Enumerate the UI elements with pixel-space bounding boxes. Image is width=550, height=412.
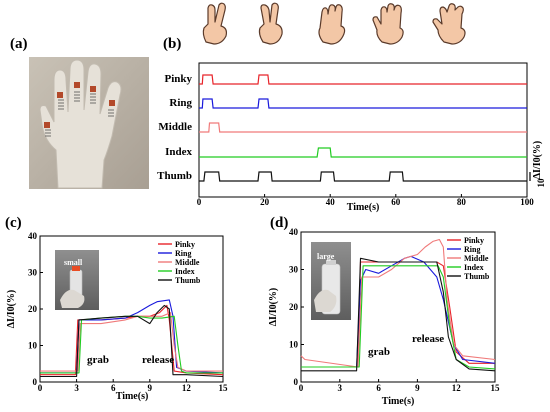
panel-c-legend-thumb: Thumb (175, 276, 201, 285)
panel-d-annotation-grab: grab (368, 346, 390, 358)
panel-d-line-middle (300, 238, 496, 368)
panel-d-legend-index: Index (464, 263, 484, 272)
panel-c-y-tick-label: 40 (28, 231, 38, 241)
panel-b-label-index: Index (165, 146, 192, 158)
hand-two-fingers-icon (202, 2, 228, 45)
panel-c-line-index (40, 315, 223, 374)
panel-b-x-tick-label: 0 (197, 197, 202, 207)
panel-c-x-tick-label: 3 (74, 383, 79, 393)
panel-label-c: (c) (5, 215, 22, 231)
panel-c-x-axis-title: Time(s) (116, 391, 149, 402)
panel-b-line-index (199, 147, 527, 158)
panel-b-x-tick-label: 80 (457, 197, 467, 207)
hand-gesture-icons (202, 2, 466, 45)
panel-c-legend-pinky: Pinky (175, 240, 195, 249)
panel-b-label-thumb: Thumb (157, 170, 192, 182)
large-bottle-photo (311, 242, 351, 320)
panel-d-legend-ring: Ring (464, 245, 480, 254)
panel-d-legend-pinky: Pinky (464, 236, 484, 245)
panel-b-label-ring: Ring (169, 97, 192, 109)
panel-b-line-middle (199, 122, 527, 133)
panel-b-x-axis-title: Time(s) (347, 202, 380, 213)
panel-b-y-axis-title: ΔI/I0(%) (532, 141, 543, 180)
panel-d-y-tick-label: 30 (289, 265, 299, 275)
panel-c-annotation-release: release (142, 354, 174, 366)
panel-b-frame (198, 62, 528, 198)
panel-label-d: (d) (270, 215, 288, 231)
panel-c-legend-ring: Ring (175, 249, 191, 258)
panel-d-x-tick-label: 15 (491, 383, 501, 393)
panel-d-y-tick-label: 0 (294, 377, 299, 387)
panel-b-scale-bar-label: 10 (536, 178, 546, 188)
panel-c-x-tick-label: 15 (219, 383, 229, 393)
panel-d-y-tick-label: 40 (289, 227, 299, 237)
panel-d-x-tick-label: 3 (338, 383, 343, 393)
panel-c-x-tick-label: 0 (38, 383, 43, 393)
panel-c-annotation-grab: grab (87, 354, 109, 366)
hand-three-fingers-icon (258, 2, 283, 45)
panel-d-x-tick-label: 9 (415, 383, 420, 393)
panel-d-x-axis-title: Time(s) (382, 396, 415, 407)
panel-label-b: (b) (163, 36, 181, 52)
panel-b-x-tick-label: 40 (326, 197, 336, 207)
panel-d-legend-middle: Middle (464, 254, 489, 263)
panel-c-x-tick-label: 6 (111, 383, 116, 393)
panel-c-line-thumb (40, 304, 224, 378)
panel-d-x-tick-label: 6 (376, 383, 381, 393)
panel-b-stacked-lines: Pinky Ring Middle Index Thumb 0 20 40 60 80 100 T… (157, 62, 546, 213)
panel-d-large-bottle: 0 3 6 9 12 15 0 10 20 30 40 Time(s) ΔI/I0(%) large… (268, 227, 500, 407)
small-bottle-photo (55, 250, 99, 310)
panel-c-inset-label: small (64, 258, 83, 267)
panel-c-y-axis-title: ΔI/I0(%) (6, 290, 17, 329)
panel-d-x-tick-label: 12 (452, 383, 462, 393)
panel-b-x-tick-label: 100 (520, 197, 534, 207)
panel-b-line-thumb (199, 171, 527, 182)
panel-c-y-tick-label: 30 (28, 268, 38, 278)
panel-c-x-tick-label: 9 (148, 383, 153, 393)
panel-d-y-tick-label: 10 (289, 340, 299, 350)
panel-c-x-tick-label: 12 (182, 383, 192, 393)
panel-d-annotation-release: release (412, 333, 444, 345)
panel-d-y-axis-title: ΔI/I0(%) (268, 288, 279, 327)
panel-d-legend-thumb: Thumb (464, 272, 490, 281)
panel-b-label-pinky: Pinky (164, 73, 192, 85)
panel-d-x-tick-label: 0 (299, 383, 304, 393)
panel-c-legend-middle: Middle (175, 258, 200, 267)
panel-c-line-ring (40, 299, 224, 374)
panel-c-y-tick-label: 20 (28, 304, 38, 314)
panel-d-line-thumb (301, 257, 496, 372)
panel-label-a: (a) (10, 36, 28, 52)
hand-four-fingers-icon (318, 4, 346, 45)
panel-c-y-tick-label: 0 (33, 377, 38, 387)
panel-b-label-middle: Middle (158, 121, 192, 133)
panel-b-x-tick-label: 60 (391, 197, 401, 207)
panel-d-y-tick-label: 20 (289, 302, 299, 312)
panel-b-line-ring (199, 98, 527, 109)
panel-c-y-tick-label: 10 (28, 341, 38, 351)
panel-b-line-pinky (199, 74, 527, 85)
panel-c-line-middle (40, 312, 223, 372)
glove-photo (29, 57, 149, 189)
panel-b-x-tick-label: 20 (260, 197, 270, 207)
panel-c-small-bottle: 0 3 6 9 12 15 0 10 20 30 40 Time(s) ΔI/I0(%) small… (6, 231, 228, 402)
panel-c-legend-index: Index (175, 267, 195, 276)
hand-five-fingers-spread-icon (432, 3, 466, 45)
panel-d-inset-label: large (317, 252, 335, 261)
hand-five-fingers-icon (372, 3, 404, 45)
